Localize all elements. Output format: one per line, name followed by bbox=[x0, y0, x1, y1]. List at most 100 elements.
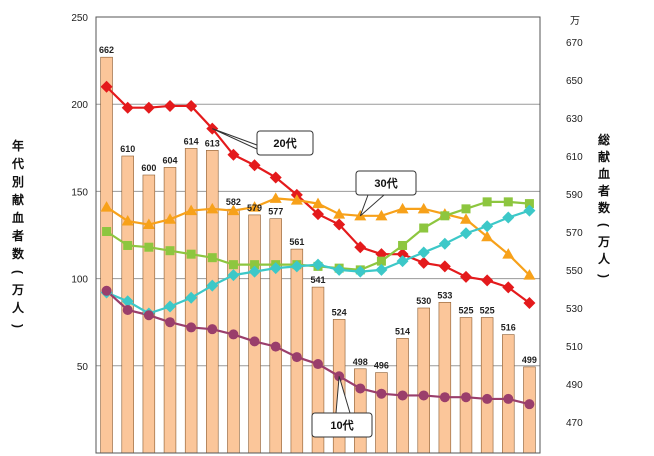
right-axis-unit: 万 bbox=[570, 16, 580, 27]
right-tick-label: 550 bbox=[566, 266, 583, 277]
data-point bbox=[121, 295, 134, 308]
data-point bbox=[397, 390, 408, 401]
data-point bbox=[270, 341, 281, 352]
data-point bbox=[269, 171, 282, 184]
data-point bbox=[502, 281, 515, 294]
data-point bbox=[123, 240, 133, 250]
axis-title-char: 者 bbox=[597, 183, 610, 198]
data-point bbox=[312, 208, 324, 221]
data-point bbox=[396, 248, 409, 261]
left-tick-label: 250 bbox=[71, 13, 88, 24]
bar-data-label: 525 bbox=[480, 306, 495, 316]
data-point bbox=[185, 99, 198, 112]
data-point bbox=[354, 241, 367, 254]
data-point bbox=[355, 383, 366, 394]
left-tick-label: 150 bbox=[71, 187, 88, 198]
data-point bbox=[417, 246, 430, 259]
bar-data-label: 662 bbox=[99, 45, 114, 55]
data-point bbox=[482, 393, 493, 404]
bar bbox=[269, 218, 282, 454]
data-point bbox=[290, 194, 303, 205]
bar bbox=[438, 301, 452, 454]
data-point bbox=[438, 237, 451, 250]
data-point bbox=[438, 260, 451, 273]
left-tick-label: 50 bbox=[77, 362, 89, 373]
axis-title-char: 万 bbox=[11, 283, 24, 297]
right-tick-label: 470 bbox=[566, 418, 583, 429]
data-point bbox=[396, 202, 409, 214]
data-point bbox=[460, 227, 472, 240]
data-point bbox=[502, 248, 515, 259]
data-point bbox=[375, 263, 388, 276]
data-point bbox=[523, 269, 536, 280]
bar bbox=[290, 248, 304, 454]
data-point bbox=[524, 399, 535, 410]
axis-title-char: 血 bbox=[12, 210, 24, 225]
data-point bbox=[503, 393, 514, 404]
right-tick-label: 570 bbox=[566, 228, 583, 239]
callout-label: 20代 bbox=[273, 136, 296, 150]
data-point bbox=[164, 300, 176, 313]
right-tick-label: 490 bbox=[566, 380, 583, 391]
callout-box bbox=[355, 170, 417, 196]
callout-box bbox=[256, 130, 314, 156]
data-point bbox=[398, 240, 408, 250]
axis-title-char: 万 bbox=[597, 235, 610, 249]
axis-title-char: ) bbox=[597, 274, 611, 278]
right-axis-ticks: 470 490 510 530 550 570 590 610 630 650 670 bbox=[566, 38, 583, 429]
right-tick-label: 590 bbox=[566, 190, 583, 201]
right-tick-label: 530 bbox=[566, 304, 583, 315]
data-point bbox=[375, 209, 388, 221]
callout-label: 10代 bbox=[330, 418, 353, 432]
bar-data-label: 524 bbox=[332, 307, 347, 317]
bar-data-label: 525 bbox=[458, 306, 473, 316]
bar-data-label: 614 bbox=[184, 136, 199, 146]
bar bbox=[354, 368, 367, 454]
data-point bbox=[290, 260, 303, 273]
axis-title-char: ) bbox=[11, 324, 25, 328]
data-point bbox=[164, 213, 176, 224]
data-point bbox=[460, 213, 472, 224]
data-point bbox=[122, 304, 133, 315]
data-point bbox=[185, 204, 198, 216]
bar bbox=[502, 334, 515, 454]
data-point bbox=[312, 258, 324, 271]
data-point bbox=[186, 322, 197, 333]
data-point bbox=[142, 218, 155, 230]
axis-title-char: ( bbox=[597, 223, 611, 227]
bar-data-label: 530 bbox=[416, 296, 431, 306]
series-markers bbox=[100, 80, 536, 410]
data-point bbox=[418, 390, 429, 401]
bar-data-label: 600 bbox=[141, 163, 156, 173]
axis-title-char: 人 bbox=[598, 251, 611, 266]
data-point bbox=[143, 310, 154, 321]
axis-title-char: 代 bbox=[11, 156, 24, 171]
data-point bbox=[185, 291, 198, 304]
axis-title-char: 人 bbox=[12, 300, 25, 315]
data-point bbox=[165, 317, 175, 328]
bar-data-label: 496 bbox=[374, 361, 389, 371]
data-point bbox=[102, 227, 112, 237]
data-point bbox=[376, 388, 387, 399]
bar-data-label: 561 bbox=[289, 237, 304, 247]
right-tick-label: 610 bbox=[566, 152, 583, 163]
data-point bbox=[523, 297, 536, 310]
data-point bbox=[417, 202, 430, 214]
axis-title-char: 数 bbox=[598, 200, 611, 215]
data-point bbox=[250, 260, 260, 270]
data-point bbox=[206, 279, 219, 292]
data-point bbox=[100, 201, 113, 212]
plot-frame bbox=[95, 16, 541, 454]
bar-data-label: 516 bbox=[501, 323, 516, 333]
data-point bbox=[249, 336, 260, 347]
data-point bbox=[396, 255, 409, 268]
right-tick-label: 670 bbox=[566, 38, 583, 49]
axis-title-char: 献 bbox=[598, 149, 610, 164]
bar-data-label: 613 bbox=[205, 138, 220, 148]
data-point bbox=[502, 211, 515, 224]
bar-data-label: 577 bbox=[268, 207, 283, 217]
data-point bbox=[481, 274, 494, 287]
axis-title-char: 総 bbox=[598, 132, 610, 147]
